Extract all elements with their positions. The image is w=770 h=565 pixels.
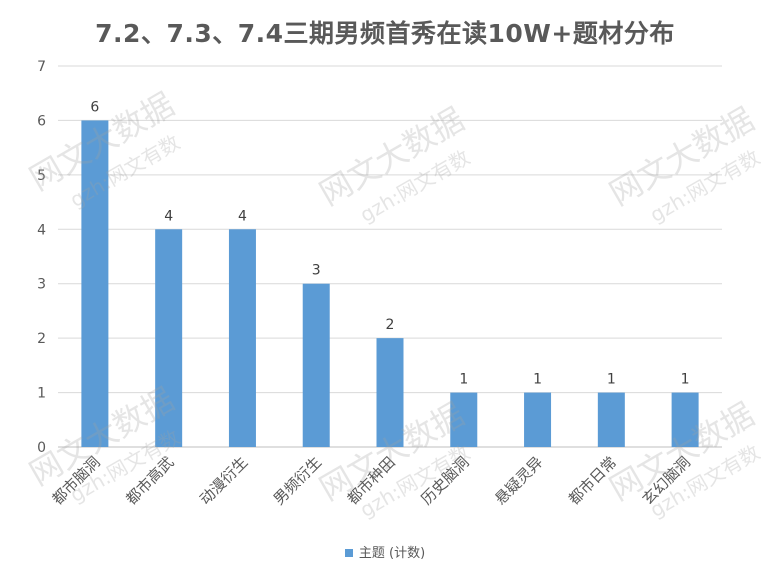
y-tick-label: 3: [37, 277, 46, 293]
chart-title: 7.2、7.3、7.4三期男频首秀在读10W+题材分布: [95, 19, 675, 48]
bar: [671, 392, 699, 447]
x-tick-label: 玄幻脑洞: [639, 453, 694, 508]
data-label: 3: [312, 263, 321, 279]
x-tick-label: 都市高武: [122, 453, 177, 508]
data-label: 1: [681, 372, 690, 388]
y-tick-label: 4: [37, 222, 46, 238]
x-tick-label: 历史脑洞: [417, 453, 472, 508]
x-tick-label: 动漫衍生: [196, 453, 251, 508]
data-label: 2: [386, 317, 395, 333]
bar: [155, 229, 183, 447]
y-tick-label: 1: [37, 386, 46, 402]
bar: [597, 392, 625, 447]
legend: 主题 (计数): [0, 542, 770, 561]
y-tick-label: 5: [37, 168, 46, 184]
bar: [524, 392, 552, 447]
data-label: 4: [164, 208, 173, 224]
x-tick-label: 都市日常: [565, 453, 620, 508]
x-tick-label: 悬疑灵异: [491, 453, 546, 508]
data-label: 4: [238, 208, 247, 224]
bar: [81, 120, 109, 447]
bar: [450, 392, 478, 447]
bar: [302, 283, 330, 447]
data-label: 1: [607, 372, 616, 388]
data-label: 6: [90, 99, 99, 115]
legend-label: 主题 (计数): [358, 546, 426, 561]
x-tick-label: 都市脑洞: [49, 453, 104, 508]
legend-swatch: [344, 548, 353, 557]
y-tick-label: 7: [37, 59, 46, 75]
x-tick-label: 男频衍生: [270, 453, 325, 508]
bar: [376, 338, 404, 447]
bar: [228, 229, 256, 447]
data-label: 1: [533, 372, 542, 388]
y-tick-label: 0: [37, 440, 46, 456]
y-tick-label: 6: [37, 113, 46, 129]
data-label: 1: [459, 372, 468, 388]
x-tick-label: 都市种田: [344, 453, 399, 508]
y-tick-label: 2: [37, 331, 46, 347]
